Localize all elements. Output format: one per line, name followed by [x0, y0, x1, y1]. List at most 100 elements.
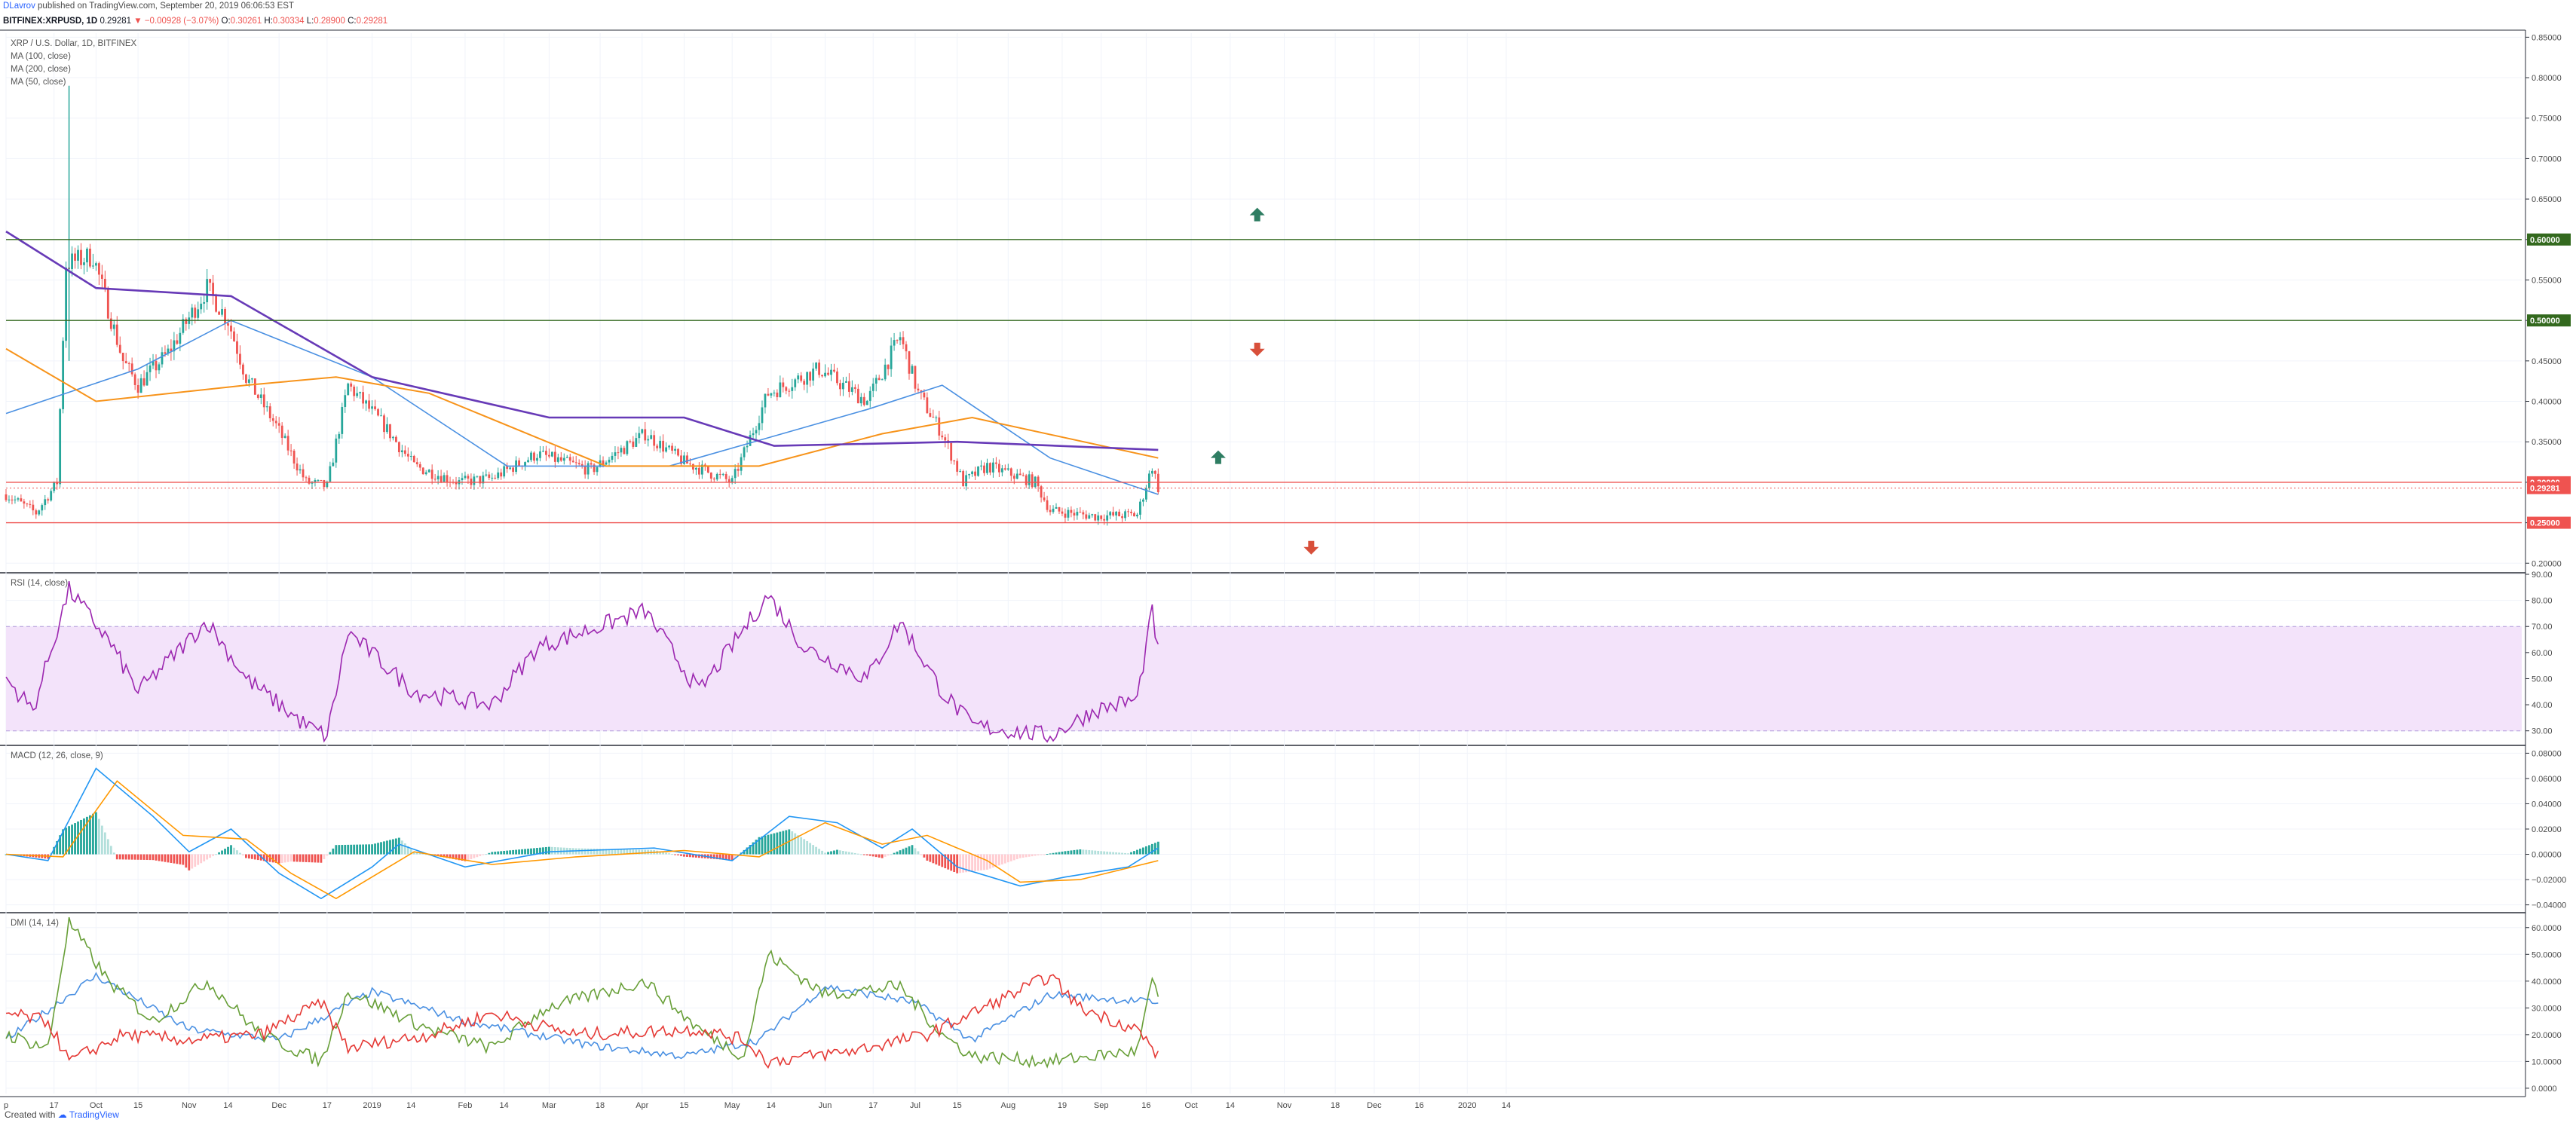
candle-down — [1037, 476, 1040, 487]
candle-up — [620, 448, 623, 453]
macd-histogram-bar — [932, 854, 935, 864]
macd-histogram-bar — [74, 823, 76, 855]
macd-histogram-bar — [1073, 849, 1076, 855]
macd-histogram-bar — [752, 842, 755, 855]
candle-up — [881, 379, 884, 381]
macd-histogram-bar — [461, 854, 464, 861]
candle-down — [1003, 468, 1006, 470]
candle-up — [971, 471, 973, 475]
candle-down — [236, 341, 238, 354]
macd-histogram-bar — [491, 852, 494, 855]
macd-histogram-bar — [1142, 847, 1144, 855]
candle-down — [1133, 512, 1135, 517]
macd-histogram-bar — [197, 854, 200, 865]
ma200-line — [5, 230, 1159, 451]
macd-histogram-bar — [587, 848, 590, 855]
y-tick-label: 0.35000 — [2532, 438, 2562, 447]
macd-histogram-bar — [341, 845, 344, 855]
macd-histogram-bar — [170, 854, 173, 863]
macd-histogram-bar — [755, 840, 758, 855]
candle-up — [911, 366, 914, 374]
macd-histogram-bar — [850, 852, 853, 855]
candle-up — [1147, 473, 1150, 488]
candle-up — [265, 406, 268, 408]
y-tick-label: 0.70000 — [2532, 155, 2562, 164]
candle-up — [191, 307, 194, 318]
tradingview-link[interactable]: TradingView — [69, 1109, 119, 1120]
candle-down — [941, 435, 944, 438]
macd-histogram-bar — [962, 854, 965, 873]
macd-histogram-bar — [365, 844, 367, 855]
candle-up — [1067, 509, 1070, 518]
candle-down — [571, 460, 574, 463]
macd-histogram-bar — [1012, 854, 1015, 861]
candle-down — [590, 463, 593, 465]
macd-histogram-bar — [721, 854, 724, 860]
macd-histogram-bar — [1061, 851, 1064, 855]
macd-histogram-bar — [164, 854, 167, 862]
candle-down — [1058, 506, 1061, 512]
candle-down — [914, 366, 917, 389]
macd-histogram-bar — [338, 845, 341, 855]
candle-up — [746, 445, 749, 448]
candle-down — [803, 381, 806, 385]
macd-histogram-bar — [812, 845, 815, 855]
author-link[interactable]: DLavrov — [3, 2, 35, 11]
candle-up — [71, 253, 73, 269]
macd-histogram-bar — [923, 854, 926, 858]
macd-histogram-bar — [956, 854, 959, 874]
candle-up — [1088, 515, 1091, 519]
macd-histogram-bar — [106, 839, 109, 855]
macd-histogram-bar — [794, 833, 797, 855]
candle-down — [362, 392, 365, 404]
macd-histogram-bar — [356, 844, 359, 855]
macd-histogram-bar — [749, 845, 752, 855]
candle-down — [218, 311, 220, 315]
macd-histogram-bar — [608, 849, 611, 855]
candle-down — [1070, 509, 1073, 513]
symbol: BITFINEX:XRPUSD, 1D — [3, 17, 98, 26]
macd-histogram-bar — [980, 854, 982, 870]
candle-down — [809, 372, 812, 381]
candle-up — [721, 473, 724, 475]
macd-histogram-bar — [521, 849, 523, 855]
open-value: 0.30261 — [230, 17, 262, 26]
candle-down — [395, 436, 397, 442]
macd-histogram-bar — [1130, 852, 1132, 855]
macd-histogram-bar — [539, 847, 541, 855]
candle-up — [1136, 514, 1138, 517]
macd-histogram-bar — [95, 812, 97, 855]
macd-histogram-bar — [992, 854, 994, 868]
candle-up — [755, 430, 758, 433]
macd-histogram-bar — [671, 854, 673, 855]
macd-histogram-bar — [692, 854, 694, 858]
macd-histogram-bar — [908, 846, 911, 855]
candle-up — [674, 448, 676, 451]
arrow-down-icon — [1249, 342, 1265, 356]
candle-down — [323, 480, 326, 488]
macd-histogram-bar — [977, 854, 979, 871]
candle-up — [1150, 470, 1153, 474]
macd-histogram-bar — [458, 854, 461, 861]
candle-up — [536, 457, 538, 461]
candle-down — [559, 457, 562, 461]
candle-up — [491, 477, 494, 479]
macd-histogram-bar — [929, 854, 932, 862]
macd-histogram-bar — [80, 819, 82, 855]
candle-up — [41, 505, 44, 511]
last-price: 0.29281 — [100, 17, 132, 26]
candle-up — [1000, 468, 1003, 473]
macd-histogram-bar — [479, 854, 482, 856]
macd-histogram-bar — [689, 854, 691, 858]
minus-di-line — [5, 974, 1159, 1069]
candle-down — [268, 406, 271, 418]
candle-up — [815, 363, 817, 369]
candle-up — [587, 463, 590, 475]
candle-down — [23, 501, 26, 504]
candle-up — [749, 435, 752, 446]
candle-down — [488, 474, 491, 478]
candle-up — [299, 469, 302, 471]
candle-up — [314, 480, 317, 483]
candle-up — [1091, 514, 1094, 516]
